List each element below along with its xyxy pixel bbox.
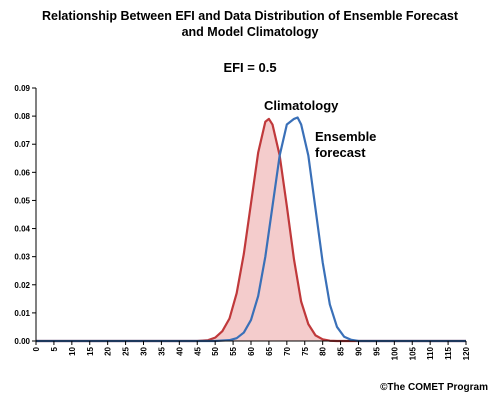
x-tick-label: 40 [175,346,184,355]
chart-title-line-1: Relationship Between EFI and Data Distri… [41,9,459,23]
x-tick-label: 90 [355,346,364,355]
y-tick-label: 0.05 [14,196,30,205]
x-tick-label: 100 [390,346,399,360]
ensemble-label-line-2: forecast [315,145,366,160]
y-tick-label: 0.08 [14,112,30,121]
x-tick-label: 95 [372,346,381,355]
x-tick-label: 35 [157,346,166,355]
y-tick-label: 0.09 [14,84,30,93]
x-tick-label: 25 [122,346,131,355]
y-tick-label: 0.04 [14,225,30,234]
x-tick-label: 30 [140,346,149,355]
credit-text: ©The COMET Program [380,382,488,393]
x-tick-label: 105 [408,346,417,360]
x-tick-label: 80 [319,346,328,355]
x-tick-label: 60 [247,346,256,355]
chart-title-line-2: and Model Climatology [181,25,319,39]
x-tick-label: 85 [337,346,346,355]
x-tick-label: 120 [462,346,471,360]
x-tick-label: 75 [301,346,310,355]
x-tick-label: 70 [283,346,292,355]
chart-title: Relationship Between EFI and Data Distri… [0,8,500,40]
x-tick-label: 110 [426,346,435,359]
x-tick-label: 45 [193,346,202,355]
y-tick-label: 0.03 [14,253,30,262]
y-tick-label: 0.02 [14,281,30,290]
y-tick-label: 0.01 [14,309,30,318]
x-tick-label: 65 [265,346,274,355]
y-tick-label: 0.06 [14,168,30,177]
chart-subtitle: EFI = 0.5 [223,60,277,75]
x-tick-label: 50 [211,346,220,355]
x-tick-label: 20 [104,346,113,355]
x-tick-label: 0 [32,346,41,351]
x-tick-label: 10 [68,346,77,355]
x-tick-label: 15 [86,346,95,355]
x-tick-label: 55 [229,346,238,355]
y-tick-label: 0.07 [14,140,30,149]
climatology-area [36,118,466,341]
ensemble-label-line-1: Ensemble [315,129,376,144]
climatology-label: Climatology [264,98,339,113]
x-tick-label: 115 [444,346,453,359]
y-tick-label: 0.00 [14,337,30,346]
x-tick-label: 5 [50,346,59,351]
